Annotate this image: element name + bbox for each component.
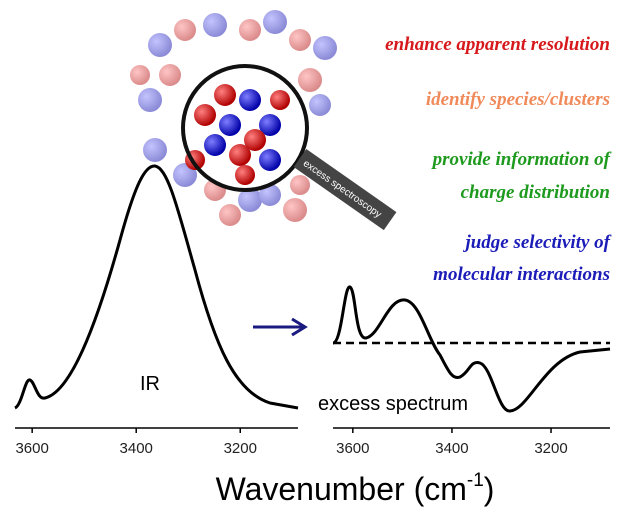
- annotation: identify species/clusters: [426, 89, 610, 110]
- x-tick-label: 3200: [534, 440, 567, 457]
- x-axis-label-sup: -1: [467, 470, 484, 491]
- ir-curve: [14, 164, 299, 410]
- magnifier-label: excess spectroscopy: [301, 158, 383, 220]
- arrow: [253, 317, 308, 337]
- excess-curve: [332, 285, 611, 413]
- x-axis-label-main: Wavenumber (cm: [216, 471, 467, 507]
- annotation: molecular interactions: [433, 264, 610, 285]
- axes: 3600 3400 3200 3600 3400 3200: [15, 427, 610, 457]
- x-tick-label: 3400: [120, 440, 153, 457]
- x-tick-label: 3200: [224, 440, 257, 457]
- x-tick-label: 3600: [336, 440, 369, 457]
- molecules: [130, 10, 337, 226]
- magnifier: excess spectroscopy: [181, 64, 397, 231]
- x-tick-label: 3600: [15, 440, 48, 457]
- x-tick-label: 3400: [435, 440, 468, 457]
- annotation: judge selectivity of: [462, 232, 611, 253]
- x-axis-label: Wavenumber (cm-1): [216, 470, 495, 507]
- annotation: enhance apparent resolution: [385, 34, 610, 55]
- annotations: enhance apparent resolution identify spec…: [385, 34, 612, 285]
- annotation: provide information of: [431, 149, 612, 170]
- annotation: charge distribution: [461, 182, 610, 203]
- x-axis-label-end: ): [484, 471, 495, 507]
- panel-label: excess spectrum: [318, 393, 468, 415]
- panel-label: IR: [140, 373, 160, 395]
